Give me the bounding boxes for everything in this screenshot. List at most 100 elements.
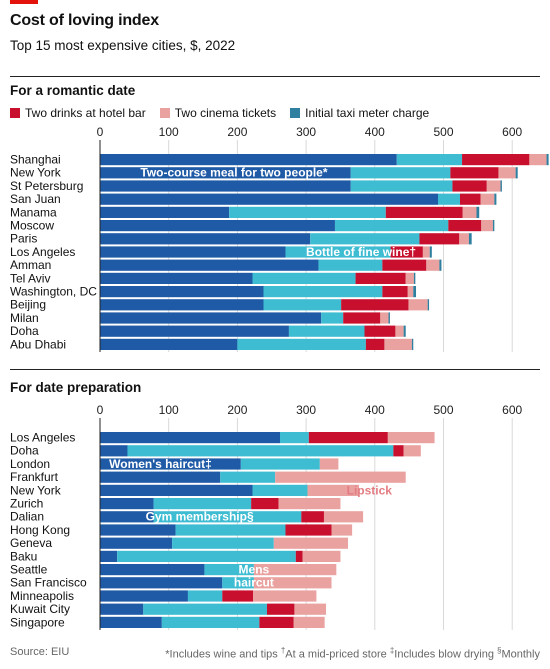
bar-segment <box>288 325 365 337</box>
bar-segment <box>100 577 223 589</box>
bar-segment <box>319 458 339 470</box>
bar-segment <box>237 338 366 350</box>
bar-segment <box>100 299 264 311</box>
x-tick-label: 400 <box>365 125 385 139</box>
bar-segment <box>448 220 482 232</box>
bar-segment <box>396 154 463 166</box>
bar-segment <box>429 246 432 258</box>
bar-segment <box>251 498 279 510</box>
x-tick-label: 500 <box>433 403 453 417</box>
series-annotation: Two-course meal for two people* <box>140 166 327 180</box>
bar-segment <box>438 193 460 205</box>
category-label: Amman <box>10 258 51 272</box>
bar-segment <box>100 471 221 483</box>
category-label: Los Angeles <box>10 431 75 445</box>
bar-segment <box>492 220 495 232</box>
category-label: Kuwait City <box>10 602 70 616</box>
bar-segment <box>100 498 154 510</box>
legend-swatch-drinks <box>10 108 20 118</box>
bar-segment <box>413 286 417 298</box>
bar-segment <box>127 445 394 457</box>
bar-segment <box>100 180 351 192</box>
bar-segment <box>422 246 430 258</box>
x-tick-label: 200 <box>227 125 247 139</box>
bar-segment <box>546 154 549 166</box>
x-tick-label: 0 <box>97 403 104 417</box>
legend-label-taxi: Initial taxi meter charge <box>305 106 430 120</box>
category-label: Abu Dhabi <box>10 337 66 351</box>
bar-segment <box>263 299 342 311</box>
category-label: Manama <box>10 205 57 219</box>
category-label: Baku <box>10 549 37 563</box>
bar-segment <box>355 272 406 284</box>
category-label: Minneapolis <box>10 589 74 603</box>
footnote-d: Monthly <box>501 648 540 661</box>
bar-segment <box>395 325 404 337</box>
bar-segment <box>100 484 253 496</box>
x-tick-label: 100 <box>159 125 179 139</box>
series-annotation: Mens <box>239 563 270 577</box>
bar-segment <box>476 206 480 218</box>
bar-segment <box>468 233 472 245</box>
bar-segment <box>222 590 254 602</box>
category-label: Doha <box>10 324 39 338</box>
bar-segment <box>307 484 359 496</box>
bar-segment <box>100 193 439 205</box>
bar-segment <box>364 325 396 337</box>
bar-segment <box>266 603 295 615</box>
bar-segment <box>295 550 303 562</box>
footnotes: *Includes wine and tips †At a mid-priced… <box>165 646 540 661</box>
bar-segment <box>100 312 322 324</box>
bar-segment <box>187 590 223 602</box>
bar-segment <box>427 299 430 311</box>
bar-segment <box>350 167 451 179</box>
bar-segment <box>263 286 383 298</box>
bar-segment <box>393 445 404 457</box>
footnote-section: § <box>497 646 502 655</box>
bar-segment <box>365 338 385 350</box>
bar-segment <box>100 603 144 615</box>
bar-segment <box>500 180 502 192</box>
bar-segment <box>350 180 453 192</box>
bar-segment <box>403 445 421 457</box>
chart-title: Cost of loving index <box>10 12 159 29</box>
bar-segment <box>407 286 414 298</box>
bar-segment <box>413 272 416 284</box>
bar-segment <box>515 167 518 179</box>
bar-segment <box>100 246 286 258</box>
bar-segment <box>285 246 391 258</box>
bar-segment <box>385 206 463 218</box>
bar-segment <box>323 511 364 523</box>
bar-segment <box>452 180 487 192</box>
category-label: San Juan <box>10 192 61 206</box>
section-divider-romantic <box>10 76 540 77</box>
bar-segment <box>204 564 254 576</box>
category-label: New York <box>10 483 62 497</box>
bar-segment <box>343 312 381 324</box>
legend-item-drinks: Two drinks at hotel bar <box>10 106 146 120</box>
bar-segment <box>100 458 241 470</box>
footnote-a: *Includes wine and tips <box>165 648 281 661</box>
category-label: Zurich <box>10 497 43 511</box>
category-label: Los Angeles <box>10 245 75 259</box>
bar-segment <box>294 603 327 615</box>
category-label: Dalian <box>10 510 44 524</box>
bar-segment <box>382 286 408 298</box>
category-label: Seattle <box>10 563 48 577</box>
bar-segment <box>100 272 253 284</box>
bar-segment <box>278 498 341 510</box>
bar-segment <box>259 616 294 628</box>
bar-segment <box>405 272 414 284</box>
x-tick-label: 400 <box>365 403 385 417</box>
bar-segment <box>494 193 497 205</box>
x-tick-label: 100 <box>159 403 179 417</box>
bar-segment <box>100 286 264 298</box>
legend-label-drinks: Two drinks at hotel bar <box>25 106 146 120</box>
bar-segment <box>341 299 409 311</box>
category-label: Singapore <box>10 615 65 629</box>
bar-segment <box>450 167 499 179</box>
category-label: Beijing <box>10 298 46 312</box>
bar-segment <box>100 220 335 232</box>
bar-segment <box>175 524 286 536</box>
bar-segment <box>331 524 353 536</box>
